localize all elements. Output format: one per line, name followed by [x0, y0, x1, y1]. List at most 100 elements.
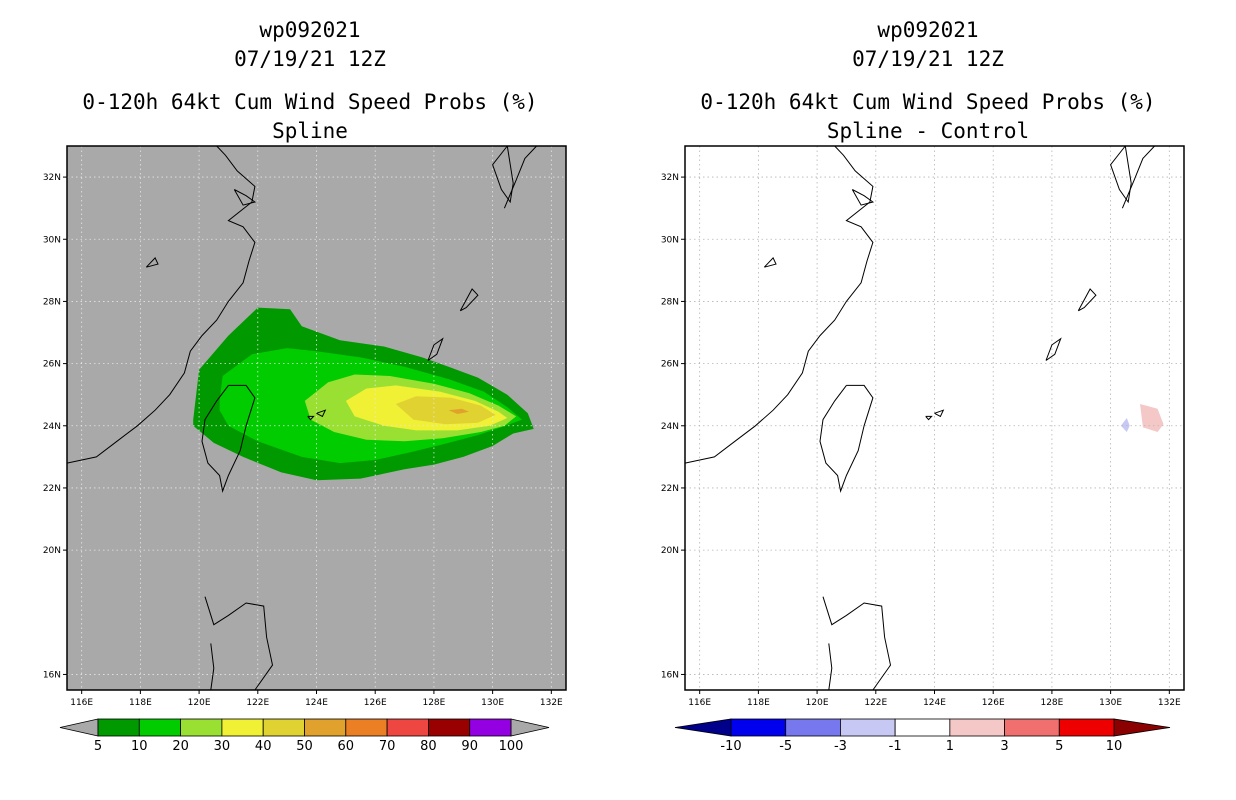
- right-xtick-label: 124E: [923, 698, 946, 708]
- left-coastline: [210, 643, 215, 691]
- left-colorbar-label: 40: [255, 739, 272, 754]
- left-map: 116E 118E 120E 122E 124E 126E 128E 130E 132E 16N 2…: [43, 145, 567, 708]
- right-colorbar-cell: [785, 718, 841, 737]
- right-xtick-label: 128E: [1040, 698, 1063, 708]
- left-xtick-label: 116E: [70, 698, 93, 708]
- left-ytick-label: 30N: [43, 235, 61, 245]
- left-colorbar-high-end: [510, 718, 550, 737]
- right-colorbar: -10 -5 -3 -1 1 3 5 10: [674, 718, 1171, 754]
- right-map: 116E 118E 120E 122E 124E 126E 128E 130E 132E 16N 2…: [661, 145, 1185, 708]
- left-coastline: [233, 189, 257, 206]
- left-xtick-label: 124E: [305, 698, 328, 708]
- right-xtick-label: 120E: [806, 698, 829, 708]
- left-ytick-label: 24N: [43, 422, 61, 432]
- right-coastline: [828, 643, 833, 691]
- right-xtick-label: 126E: [982, 698, 1005, 708]
- left-colorbar-label: 10: [131, 739, 148, 754]
- right-coastline: [1045, 337, 1062, 361]
- right-ytick-label: 20N: [661, 546, 679, 556]
- left-colorbar-label: 50: [296, 739, 313, 754]
- left-colorbar-label: 60: [338, 739, 355, 754]
- left-ytick-label: 20N: [43, 546, 61, 556]
- left-product: 0-120h 64kt Cum Wind Speed Probs (%): [82, 90, 538, 114]
- right-ytick-label: 26N: [661, 360, 679, 370]
- left-coastline: [459, 288, 479, 312]
- right-colorbar-label: 10: [1106, 739, 1123, 754]
- right-coastline: [819, 384, 874, 493]
- left-colorbar-label: 100: [499, 739, 524, 754]
- right-colorbar-label: 5: [1055, 739, 1063, 754]
- left-contour-40: [395, 396, 496, 425]
- right-contour--1: [1120, 418, 1130, 432]
- right-storm-id: wp092021: [877, 18, 979, 42]
- right-xtick-label: 130E: [1099, 698, 1122, 708]
- right-ytick-label: 24N: [661, 422, 679, 432]
- left-xtick-label: 120E: [188, 698, 211, 708]
- left-colorbar: 5 10 20 30 40 50 60 70 80 90 100: [59, 718, 550, 754]
- left-xtick-label: 126E: [364, 698, 387, 708]
- left-colorbar-low-end: [59, 718, 99, 737]
- left-ytick-label: 32N: [43, 173, 61, 183]
- right-coastline: [934, 409, 945, 418]
- left-colorbar-label: 20: [172, 739, 189, 754]
- left-coastline: [316, 409, 327, 418]
- left-xtick-label: 132E: [540, 698, 563, 708]
- right-coastline: [1110, 145, 1132, 204]
- left-colorbar-cell: [97, 718, 140, 737]
- left-colorbar-cell: [221, 718, 264, 737]
- left-storm-id: wp092021: [259, 18, 361, 42]
- left-colorbar-label: 80: [420, 739, 437, 754]
- right-colorbar-label: -3: [834, 739, 847, 754]
- left-coastline: [66, 145, 256, 464]
- left-colorbar-cell: [138, 718, 182, 737]
- right-colorbar-cell: [840, 718, 896, 737]
- left-coastline: [503, 145, 537, 209]
- left-coastline: [427, 337, 444, 361]
- right-colorbar-cell: [949, 718, 1005, 737]
- right-product: 0-120h 64kt Cum Wind Speed Probs (%): [700, 90, 1156, 114]
- right-chart-title: wp092021 07/19/21 12Z 0-120h 64kt Cum Wi…: [648, 16, 1208, 146]
- right-subtitle: Spline - Control: [826, 119, 1030, 143]
- left-colorbar-cell: [386, 718, 429, 737]
- left-subtitle: Spline: [272, 119, 348, 143]
- right-colorbar-label: 1: [946, 739, 954, 754]
- left-contour-50: [448, 408, 470, 414]
- left-xtick-label: 122E: [246, 698, 269, 708]
- right-colorbar-cell: [894, 718, 951, 737]
- left-coastline: [307, 415, 315, 421]
- right-xtick-label: 122E: [864, 698, 887, 708]
- right-colorbar-label: 3: [1000, 739, 1008, 754]
- right-xtick-label: 132E: [1158, 698, 1181, 708]
- right-ytick-label: 22N: [661, 484, 679, 494]
- left-xtick-label: 130E: [481, 698, 504, 708]
- left-coastline: [204, 596, 274, 691]
- right-coastline: [763, 257, 777, 268]
- left-xtick-label: 128E: [422, 698, 445, 708]
- left-ytick-label: 28N: [43, 297, 61, 307]
- right-ytick-label: 16N: [661, 670, 679, 680]
- left-coastline: [492, 145, 514, 204]
- right-coastline: [822, 596, 892, 691]
- right-coastline: [925, 415, 933, 421]
- right-coastline: [851, 189, 875, 206]
- right-contour-1: [1140, 404, 1164, 432]
- left-coastline: [145, 257, 159, 268]
- left-ytick-label: 16N: [43, 670, 61, 680]
- left-colorbar-label: 5: [94, 739, 102, 754]
- left-colorbar-cell: [345, 718, 388, 737]
- right-colorbar-cell: [730, 718, 787, 737]
- left-colorbar-label: 30: [214, 739, 231, 754]
- right-colorbar-label: -5: [779, 739, 792, 754]
- left-colorbar-cell: [180, 718, 223, 737]
- right-colorbar-label: -1: [889, 739, 902, 754]
- right-coastline: [1077, 288, 1097, 312]
- right-colorbar-cell: [1058, 718, 1115, 737]
- right-xtick-label: 118E: [747, 698, 770, 708]
- right-coastline: [1121, 145, 1155, 209]
- right-coastline: [684, 145, 874, 464]
- left-ytick-label: 22N: [43, 484, 61, 494]
- left-colorbar-label: 70: [379, 739, 396, 754]
- left-colorbar-cell: [262, 718, 305, 737]
- left-colorbar-cell: [469, 718, 512, 737]
